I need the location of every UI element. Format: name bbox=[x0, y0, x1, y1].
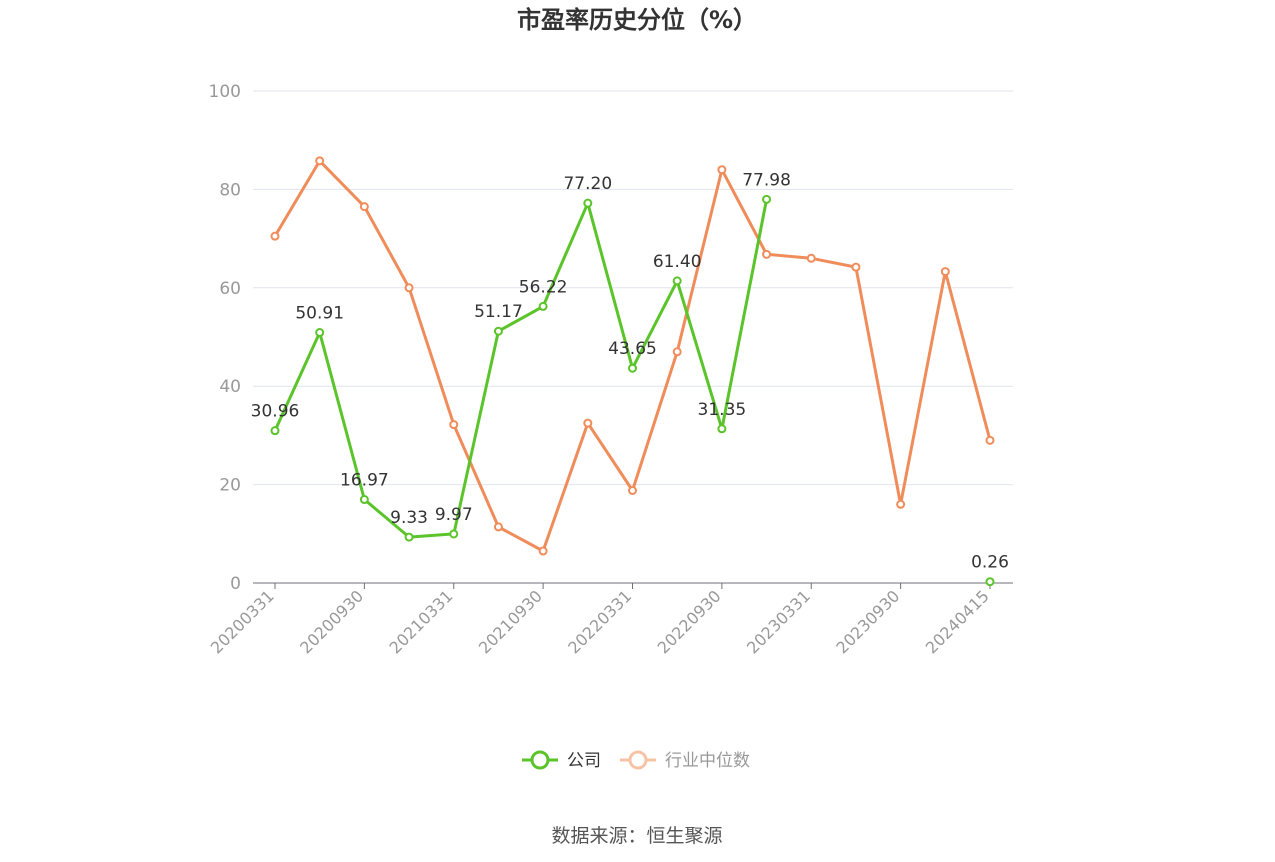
x-tick-label: 20200930 bbox=[296, 586, 367, 657]
chart-title: 市盈率历史分位（%） bbox=[517, 6, 757, 34]
grid-lines bbox=[253, 90, 1013, 584]
data-point[interactable] bbox=[762, 194, 772, 204]
x-tick-label: 20210331 bbox=[386, 586, 457, 657]
data-point[interactable] bbox=[806, 253, 816, 263]
source-note: 数据来源：恒生聚源 bbox=[551, 825, 722, 847]
x-tick-label: 20230930 bbox=[832, 586, 903, 657]
data-point[interactable] bbox=[493, 326, 503, 336]
data-point[interactable] bbox=[359, 202, 369, 212]
data-point[interactable] bbox=[985, 435, 995, 445]
data-point[interactable] bbox=[583, 198, 593, 208]
data-label: 43.65 bbox=[608, 339, 657, 359]
data-point[interactable] bbox=[717, 165, 727, 175]
data-point[interactable] bbox=[717, 424, 727, 434]
data-point[interactable] bbox=[449, 529, 459, 539]
data-point[interactable] bbox=[359, 495, 369, 505]
series-group bbox=[270, 156, 995, 587]
legend-item-industry[interactable]: 行业中位数 bbox=[620, 750, 750, 771]
data-point[interactable] bbox=[315, 156, 325, 166]
data-point[interactable] bbox=[672, 347, 682, 357]
data-label: 31.35 bbox=[698, 400, 747, 420]
data-label: 9.97 bbox=[435, 505, 473, 525]
data-label: 77.20 bbox=[563, 174, 612, 194]
data-point[interactable] bbox=[628, 363, 637, 373]
data-point[interactable] bbox=[940, 267, 950, 277]
data-point[interactable] bbox=[270, 231, 280, 241]
legend-label: 行业中位数 bbox=[665, 751, 750, 771]
data-label: 50.91 bbox=[295, 304, 344, 324]
data-label: 9.33 bbox=[390, 508, 428, 528]
x-tick-label: 20240415 bbox=[922, 586, 993, 657]
data-label: 51.17 bbox=[474, 302, 523, 322]
data-point[interactable] bbox=[404, 532, 414, 542]
data-point[interactable] bbox=[449, 420, 459, 430]
data-point[interactable] bbox=[628, 486, 637, 496]
data-point[interactable] bbox=[762, 249, 772, 259]
data-label: 61.40 bbox=[653, 252, 702, 272]
data-point[interactable] bbox=[985, 577, 995, 587]
legend[interactable]: 公司 行业中位数 bbox=[522, 750, 750, 771]
y-tick-label: 20 bbox=[219, 476, 241, 496]
legend-marker bbox=[530, 750, 550, 770]
x-axis: 20200331 20200930 20210331 20210930 20220331… bbox=[207, 583, 993, 657]
data-label: 56.22 bbox=[519, 277, 568, 297]
data-point[interactable] bbox=[315, 328, 325, 338]
legend-label: 公司 bbox=[567, 751, 601, 771]
y-tick-label: 40 bbox=[219, 377, 241, 397]
data-label: 77.98 bbox=[742, 170, 791, 190]
legend-item-company[interactable]: 公司 bbox=[522, 750, 601, 771]
data-point[interactable] bbox=[583, 418, 593, 428]
y-tick-label: 100 bbox=[209, 82, 241, 102]
data-label: 16.97 bbox=[340, 471, 389, 491]
y-axis: 0 20 40 60 80 100 bbox=[209, 82, 241, 594]
y-tick-label: 80 bbox=[219, 180, 241, 200]
data-point[interactable] bbox=[851, 262, 861, 272]
x-tick-label: 20220930 bbox=[654, 586, 725, 657]
y-tick-label: 0 bbox=[230, 574, 241, 594]
x-tick-label: 20200331 bbox=[207, 586, 278, 657]
x-tick-label: 20220331 bbox=[564, 586, 635, 657]
data-point[interactable] bbox=[538, 546, 548, 556]
data-point[interactable] bbox=[493, 522, 503, 532]
data-label: 0.26 bbox=[971, 553, 1009, 573]
data-point[interactable] bbox=[270, 426, 280, 436]
y-tick-label: 60 bbox=[219, 279, 241, 299]
data-point[interactable] bbox=[538, 301, 548, 311]
x-tick-label: 20210930 bbox=[475, 586, 546, 657]
series-line-0 bbox=[275, 199, 990, 581]
data-point[interactable] bbox=[672, 276, 682, 286]
x-tick-label: 20230331 bbox=[743, 586, 814, 657]
data-label: 30.96 bbox=[251, 402, 300, 422]
data-point[interactable] bbox=[896, 499, 906, 509]
data-labels: 30.96 50.91 16.979.33 9.97 51.17 56.22 77.20 43… bbox=[251, 170, 1009, 572]
data-point[interactable] bbox=[404, 283, 414, 293]
legend-marker bbox=[628, 750, 648, 770]
